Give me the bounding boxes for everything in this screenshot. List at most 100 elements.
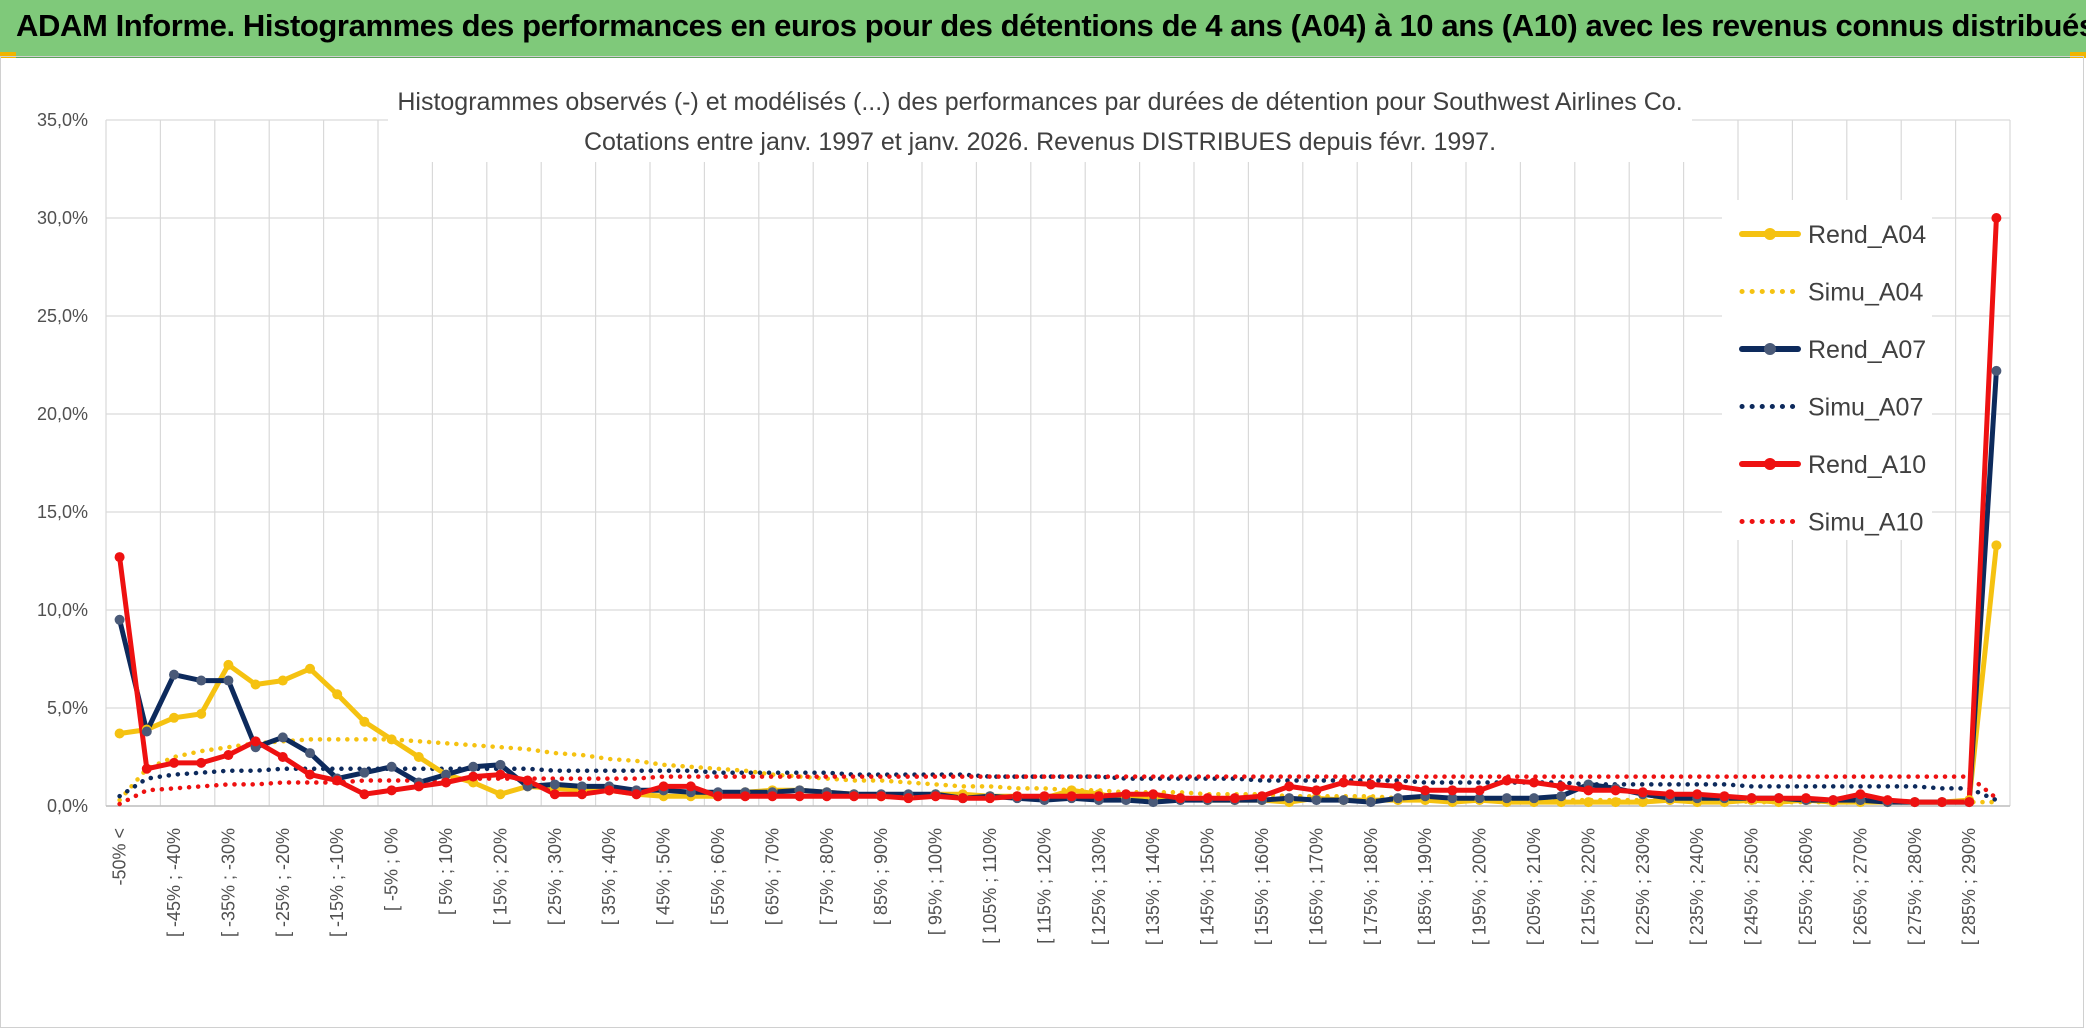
data-point-rend-a10 [1338, 777, 1349, 788]
data-point-rend-a10 [441, 777, 451, 788]
data-point-rend-a04 [114, 728, 125, 739]
legend-label-rend-a04: Rend_A04 [1808, 221, 1926, 249]
data-point-rend-a10 [1175, 793, 1186, 804]
x-tick-label: [ 85% ; 90% [871, 828, 891, 925]
data-point-rend-a04 [495, 789, 506, 800]
data-point-rend-a07 [468, 761, 479, 772]
data-point-rend-a10 [1801, 793, 1811, 804]
x-tick-label: -50% < [110, 828, 130, 886]
y-tick-label: 35,0% [37, 110, 88, 130]
data-point-rend-a10 [1583, 785, 1594, 796]
data-point-rend-a04 [223, 659, 234, 670]
data-point-rend-a10 [821, 791, 832, 802]
data-point-rend-a10 [250, 736, 261, 747]
data-point-rend-a04 [1583, 797, 1594, 808]
legend-label-simu-a04: Simu_A04 [1808, 279, 1923, 307]
x-tick-label: [ -15% ; -10% [327, 828, 347, 937]
x-tick-label: [ 95% ; 100% [926, 828, 946, 935]
data-point-rend-a10 [522, 775, 533, 786]
data-point-rend-a10 [114, 552, 125, 563]
data-point-rend-a10 [305, 769, 315, 780]
data-point-rend-a10 [1610, 785, 1621, 796]
data-point-rend-a07 [141, 726, 152, 737]
x-tick-label: [ 45% ; 50% [654, 828, 674, 925]
y-tick-label: 15,0% [37, 502, 88, 522]
chart-title-line-2: Cotations entre janv. 1997 et janv. 2026… [584, 128, 1496, 156]
data-point-rend-a10 [1039, 791, 1050, 802]
x-tick-label: [ 75% ; 80% [817, 828, 837, 925]
x-tick-label: [ 255% ; 260% [1796, 828, 1816, 945]
data-point-rend-a10 [658, 781, 669, 792]
data-point-rend-a10 [767, 791, 778, 802]
data-point-rend-a07 [1501, 793, 1512, 804]
x-tick-label: [ 165% ; 170% [1306, 828, 1326, 945]
data-point-rend-a10 [604, 785, 615, 796]
data-point-rend-a10 [713, 791, 723, 802]
data-point-rend-a10 [930, 791, 941, 802]
data-point-rend-a07 [549, 779, 560, 790]
y-tick-label: 30,0% [37, 208, 88, 228]
series-line-simu-a07 [117, 766, 1999, 803]
data-point-rend-a10 [1365, 779, 1376, 790]
data-point-rend-a07 [386, 761, 397, 772]
y-tick-label: 25,0% [37, 306, 88, 326]
data-point-rend-a07 [169, 669, 179, 680]
data-point-rend-a10 [223, 750, 234, 761]
data-point-rend-a10 [277, 752, 288, 762]
series-lines [117, 215, 1999, 807]
x-tick-label: [ 175% ; 180% [1361, 828, 1381, 945]
x-tick-label: [ 185% ; 190% [1415, 828, 1435, 945]
legend-marker [1764, 343, 1776, 355]
legend-background [1722, 200, 1932, 540]
data-point-rend-a10 [1311, 785, 1322, 796]
data-point-rend-a07 [1338, 795, 1349, 806]
x-tick-label: [ 5% ; 10% [436, 828, 456, 915]
data-point-rend-a04 [1637, 797, 1648, 808]
data-point-rend-a10 [1202, 793, 1213, 804]
x-tick-label: [ 265% ; 270% [1850, 828, 1870, 945]
data-point-rend-a10 [1474, 785, 1485, 796]
legend-label-rend-a10: Rend_A10 [1808, 451, 1926, 479]
chart-frame [0, 56, 2084, 1028]
data-point-rend-a07 [1311, 795, 1322, 806]
data-point-rend-a10 [740, 791, 751, 802]
y-tick-label: 20,0% [37, 404, 88, 424]
x-tick-label: [ 245% ; 250% [1742, 828, 1762, 945]
data-point-rend-a10 [1882, 795, 1893, 806]
data-point-rend-a10 [1937, 797, 1947, 808]
data-point-rend-a10 [332, 775, 343, 786]
data-point-rend-a10 [1066, 791, 1077, 802]
data-point-rend-a10 [985, 793, 995, 804]
data-point-rend-a10 [1148, 789, 1159, 800]
data-point-rend-a10 [468, 771, 479, 782]
data-point-rend-a04 [250, 679, 261, 690]
data-point-rend-a07 [1365, 797, 1376, 808]
data-point-rend-a07 [223, 675, 234, 686]
x-tick-label: [ 65% ; 70% [762, 828, 782, 925]
data-point-rend-a10 [359, 789, 370, 800]
data-point-rend-a04 [413, 752, 424, 762]
data-point-rend-a10 [1447, 785, 1458, 796]
data-point-rend-a10 [1529, 777, 1539, 788]
data-point-rend-a07 [1474, 793, 1485, 804]
chart-legend: Rend_A04 Simu_A04 Rend_A07 Simu_A07 Rend_A10… [1722, 200, 1932, 540]
y-tick-label: 0,0% [47, 796, 88, 816]
x-tick-label: [ 145% ; 150% [1198, 828, 1218, 945]
data-point-rend-a10 [549, 789, 560, 800]
data-point-rend-a10 [1637, 787, 1648, 798]
data-point-rend-a04 [1991, 540, 2002, 551]
x-tick-label: [ 25% ; 30% [545, 828, 565, 925]
data-point-rend-a10 [794, 791, 805, 802]
x-tick-label: [ 285% ; 290% [1959, 828, 1979, 945]
data-point-rend-a10 [1719, 791, 1730, 802]
chart-title-background [388, 80, 1692, 162]
data-point-rend-a04 [332, 689, 343, 700]
x-tick-label: [ 35% ; 40% [599, 828, 619, 925]
data-point-rend-a10 [169, 757, 179, 768]
data-point-rend-a07 [114, 614, 125, 625]
data-point-rend-a10 [631, 789, 642, 800]
report-title: ADAM Informe. Histogrammes des performan… [16, 8, 2086, 43]
legend-label-simu-a07: Simu_A07 [1808, 394, 1923, 422]
data-point-rend-a07 [1556, 791, 1567, 802]
series-line-rend-a10 [117, 215, 1999, 805]
